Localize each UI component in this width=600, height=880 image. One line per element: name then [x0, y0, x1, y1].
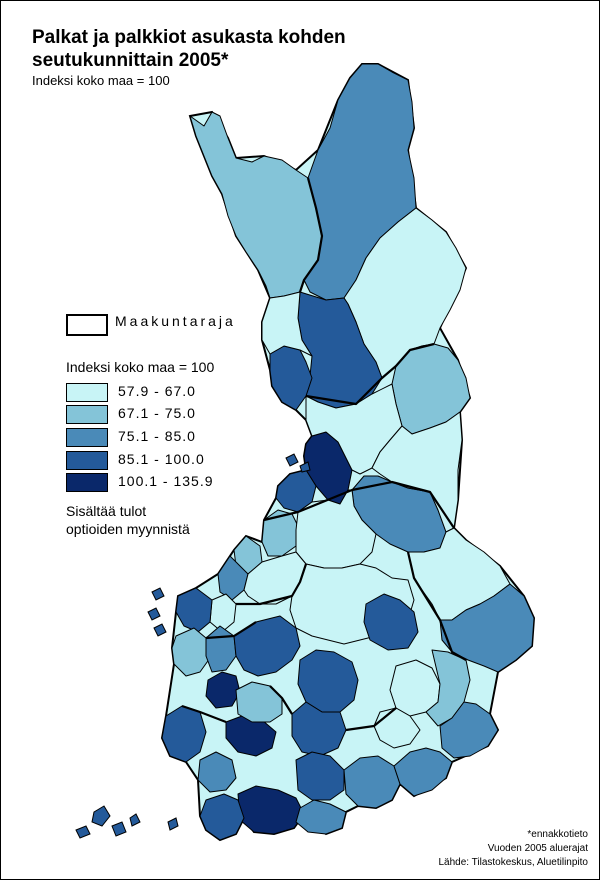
island [75, 825, 91, 839]
legend-item-2: 67.1 - 75.0 [66, 405, 266, 425]
map-region [303, 63, 417, 301]
legend-swatch-1 [66, 383, 108, 402]
province-boundary [305, 342, 435, 406]
map-region [189, 111, 323, 299]
source-line-2: Vuoden 2005 aluerajat [487, 843, 588, 854]
title-line-1: Palkat ja palkkiot asukasta kohden [32, 27, 346, 48]
province-boundary [345, 707, 397, 732]
map-region [205, 671, 241, 709]
island [151, 587, 165, 601]
map-region [393, 747, 453, 797]
map-region [295, 799, 347, 835]
map-subtitle: Indeksi koko maa = 100 [32, 73, 170, 88]
province-boundary [269, 685, 293, 715]
island [129, 813, 141, 827]
option-income-note: Sisältää tulot optioiden myynnistä [66, 502, 190, 538]
legend-boundary-label: Maakuntaraja [115, 313, 236, 329]
map-title: Palkat ja palkkiot asukasta kohden seutu… [32, 26, 346, 72]
source-note: *ennakkotieto Vuoden 2005 aluerajat Lähd… [438, 828, 588, 870]
legend-swatch-3 [66, 428, 108, 447]
province-boundary [263, 480, 455, 529]
island [285, 453, 299, 467]
province-boundary [205, 621, 257, 640]
island [111, 821, 127, 837]
legend-item-5: 100.1 - 135.9 [66, 473, 266, 493]
map-region [175, 587, 213, 633]
legend-swatch-4 [66, 451, 108, 470]
map-region [233, 615, 301, 677]
legend-label-5: 100.1 - 135.9 [118, 473, 214, 489]
island [167, 817, 179, 831]
map-region [297, 649, 359, 713]
legend-label-4: 85.1 - 100.0 [118, 451, 205, 467]
legend-swatch-5 [66, 473, 108, 492]
legend-boundary-swatch [66, 314, 108, 336]
island [299, 461, 311, 473]
legend-label-1: 57.9 - 67.0 [118, 383, 196, 399]
province-boundary [236, 563, 308, 606]
province-boundary [406, 551, 467, 661]
legend-item-4: 85.1 - 100.0 [66, 451, 266, 471]
legend-item-1: 57.9 - 67.0 [66, 383, 266, 403]
note-line-2: optioiden myynnistä [66, 521, 190, 537]
map-region [199, 793, 245, 841]
legend-heading: Indeksi koko maa = 100 [66, 359, 215, 375]
map-region [291, 701, 347, 757]
island [147, 607, 161, 621]
map-region [235, 681, 283, 723]
title-line-2: seutukunnittain 2005* [32, 50, 229, 71]
province-boundary [181, 704, 227, 724]
map-region [343, 755, 401, 809]
map-region [261, 291, 313, 357]
map-region [295, 751, 345, 801]
map-region [363, 593, 419, 651]
source-line-1: *ennakkotieto [527, 829, 588, 840]
source-line-3: Lähde: Tilastokeskus, Aluetilinpito [438, 857, 588, 868]
map-region [171, 627, 211, 677]
legend-swatch-2 [66, 405, 108, 424]
map-region [439, 701, 499, 759]
province-boundary [298, 177, 324, 293]
legend-item-3: 75.1 - 85.0 [66, 428, 266, 448]
island [153, 623, 167, 637]
legend-label-3: 75.1 - 85.0 [118, 428, 196, 444]
map-region [197, 751, 237, 793]
note-line-1: Sisältää tulot [66, 503, 147, 519]
island [91, 805, 111, 827]
legend-label-2: 67.1 - 75.0 [118, 405, 196, 421]
